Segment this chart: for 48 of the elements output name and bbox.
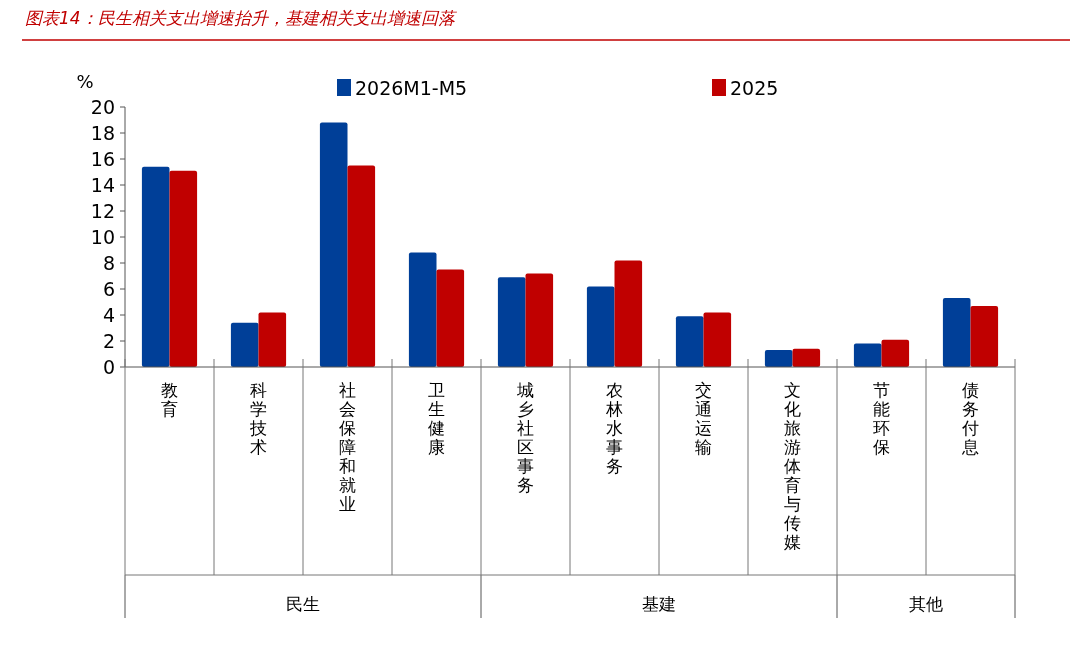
bar: [675, 316, 704, 367]
y-tick-label: 8: [102, 252, 115, 274]
y-tick-label: 18: [90, 122, 115, 144]
bar: [586, 286, 615, 367]
bar: [764, 350, 793, 367]
x-tick-label: 卫生健康: [428, 380, 445, 457]
y-tick-label: 2: [102, 330, 115, 352]
bar: [347, 165, 376, 367]
x-tick-label: 教育: [161, 380, 178, 419]
bar: [436, 269, 465, 367]
bar: [881, 339, 910, 367]
x-tick-label: 交通运输: [695, 380, 712, 457]
bar: [792, 348, 821, 367]
y-axis-title: %: [76, 71, 94, 92]
bar: [258, 312, 287, 367]
bar: [703, 312, 732, 367]
bar: [614, 260, 643, 367]
x-tick-label: 农林水事务: [605, 380, 623, 476]
bar: [230, 322, 259, 367]
y-tick-label: 6: [102, 278, 115, 300]
text: 其他: [909, 594, 943, 614]
y-tick-label: 20: [90, 96, 115, 118]
bar: [970, 305, 999, 367]
legend-label: 2025: [730, 77, 779, 99]
y-tick-label: 14: [90, 174, 115, 196]
bar: [942, 298, 971, 367]
bar: [169, 170, 198, 367]
y-tick-label: 16: [90, 148, 115, 170]
bar: [141, 166, 170, 367]
category-label: 文化旅游体育与传媒: [784, 380, 801, 552]
y-tick-label: 0: [102, 356, 115, 378]
y-tick-label: 4: [102, 304, 115, 326]
x-tick-label: 债务付息: [961, 380, 979, 457]
text: 民生: [286, 594, 320, 614]
x-tick-label: 城乡社区事务: [516, 380, 534, 495]
x-tick-label: 科学技术: [249, 380, 267, 457]
bar: [853, 343, 882, 367]
text: 基建: [642, 594, 676, 614]
y-tick-label: 10: [90, 226, 115, 248]
chart-title: 图表14：民生相关支出增速抬升，基建相关支出增速回落: [25, 8, 458, 28]
y-tick-label: 12: [90, 200, 115, 222]
bar: [408, 252, 437, 367]
bar: [525, 273, 554, 367]
x-tick-label: 节能环保: [873, 380, 890, 457]
x-tick-label: 社会保障和就业: [339, 380, 356, 514]
bar: [319, 122, 348, 367]
bar: [497, 277, 526, 367]
legend-label: 2026M1-M5: [355, 77, 468, 99]
